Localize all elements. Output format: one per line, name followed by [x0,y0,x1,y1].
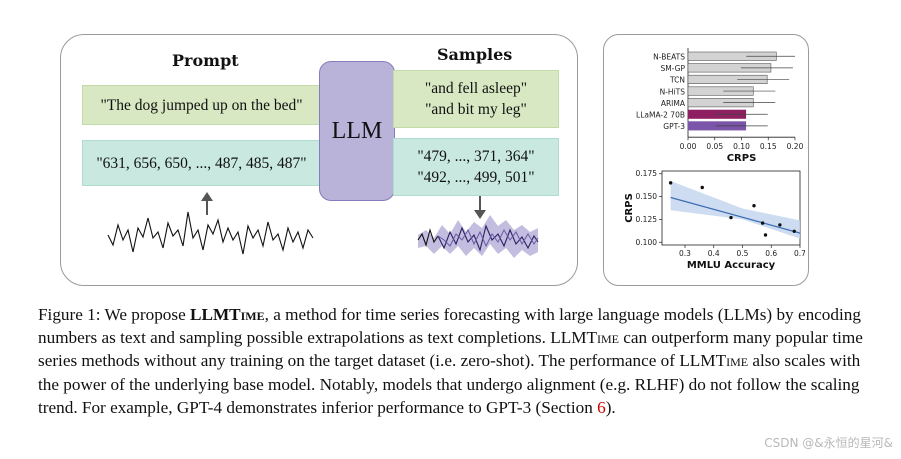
y-tick-label: 0.125 [636,215,658,224]
series-illustrations [107,192,539,258]
x-tick-label: 0.7 [794,249,805,258]
y-tick-label: 0.100 [636,238,658,247]
sample-path-1 [437,224,539,252]
figure-caption: Figure 1: We propose LLMTime, a method f… [38,303,868,419]
y-tick-label: 0.150 [636,192,658,201]
caption-part3: also scales with the power of the underl… [38,351,861,417]
prompt-header: Prompt [172,51,239,70]
regression-line [670,196,801,234]
llm-box: LLM [319,61,395,201]
bar-label: TCN [669,76,685,85]
confidence-band [670,181,800,239]
sample-numbers-box: "479, ..., 371, 364" "492, ..., 499, 501… [393,138,559,196]
bar-label: N-HiTS [660,87,686,96]
scatter-point [763,233,768,237]
down-arrow-icon [474,196,486,219]
prompt-text-box: "The dog jumped up on the bed" [82,85,321,125]
bar-label: ARIMA [661,99,686,108]
method-name-2: LLMTime [679,351,749,371]
samples-header: Samples [437,45,513,64]
llm-label: LLM [331,117,383,144]
section-link[interactable]: 6 [597,397,606,417]
x-tick-label: 0.20 [787,142,804,151]
crps-vs-mmlu-scatter: 0.100 0.125 0.150 0.175 0.3 0.4 0.5 0.6 0.7 MMLU … [624,169,805,271]
method-name-bold: LLMTime [190,305,265,324]
x-tick-label: 0.4 [708,249,720,258]
scatter-x-axis-title: MMLU Accuracy [687,260,776,271]
caption-part1: , a method for time series forecasting w… [38,305,861,348]
scatter-point [792,229,796,233]
method-name-1: LLMTime [550,328,619,348]
bar-x-axis-title: CRPS [727,153,757,164]
scatter-point [700,185,704,190]
crps-bar-chart: N-BEATS SM-GP TCN N-HiTS ARIMA LLaMA-2 70B GPT… [636,48,804,164]
x-tick-label: 0.05 [706,142,723,151]
prompt-text: "The dog jumped up on the bed" [100,96,303,114]
sample-text-2: "and bit my leg" [425,101,527,118]
x-tick-label: 0.5 [737,249,749,258]
up-arrow-icon [201,192,213,215]
x-tick-label: 0.6 [765,249,777,258]
scatter-point [760,221,765,225]
x-tick-label: 0.10 [733,142,750,151]
bar-label: SM-GP [660,64,685,73]
scatter-frame [661,170,801,246]
prompt-numbers: "631, 656, 650, ..., 487, 485, 487" [96,154,307,172]
scatter-point [752,204,756,208]
caption-lead: Figure 1: We propose [38,305,191,324]
scatter-point [778,223,782,227]
x-tick-label: 0.3 [679,249,691,258]
bar-label: N-BEATS [653,53,685,62]
sample-numbers-2: "492, ..., 499, 501" [417,169,535,186]
sample-text-box: "and fell asleep" "and bit my leg" [393,70,559,128]
scatter-y-axis-title: CRPS [624,193,635,223]
watermark: CSDN @&永恒的星河& [764,436,893,450]
sample-context-line [417,228,439,247]
prompt-numbers-box: "631, 656, 650, ..., 487, 485, 487" [82,140,321,186]
sample-numbers-1: "479, ..., 371, 364" [417,148,535,165]
x-tick-label: 0.00 [680,142,697,151]
y-tick-label: 0.175 [636,169,658,178]
caption-part4: ). [605,397,616,417]
scatter-point [668,181,673,185]
bar-label: LLaMA-2 70B [636,111,685,120]
bar-label: GPT-3 [663,122,685,131]
sample-text-1: "and fell asleep" [424,80,528,97]
x-tick-label: 0.15 [760,142,777,151]
scatter-point [729,215,733,220]
sample-path-2 [437,228,539,248]
input-series-line [107,211,314,255]
caption-part2: can outperform many popular time series … [38,328,863,371]
